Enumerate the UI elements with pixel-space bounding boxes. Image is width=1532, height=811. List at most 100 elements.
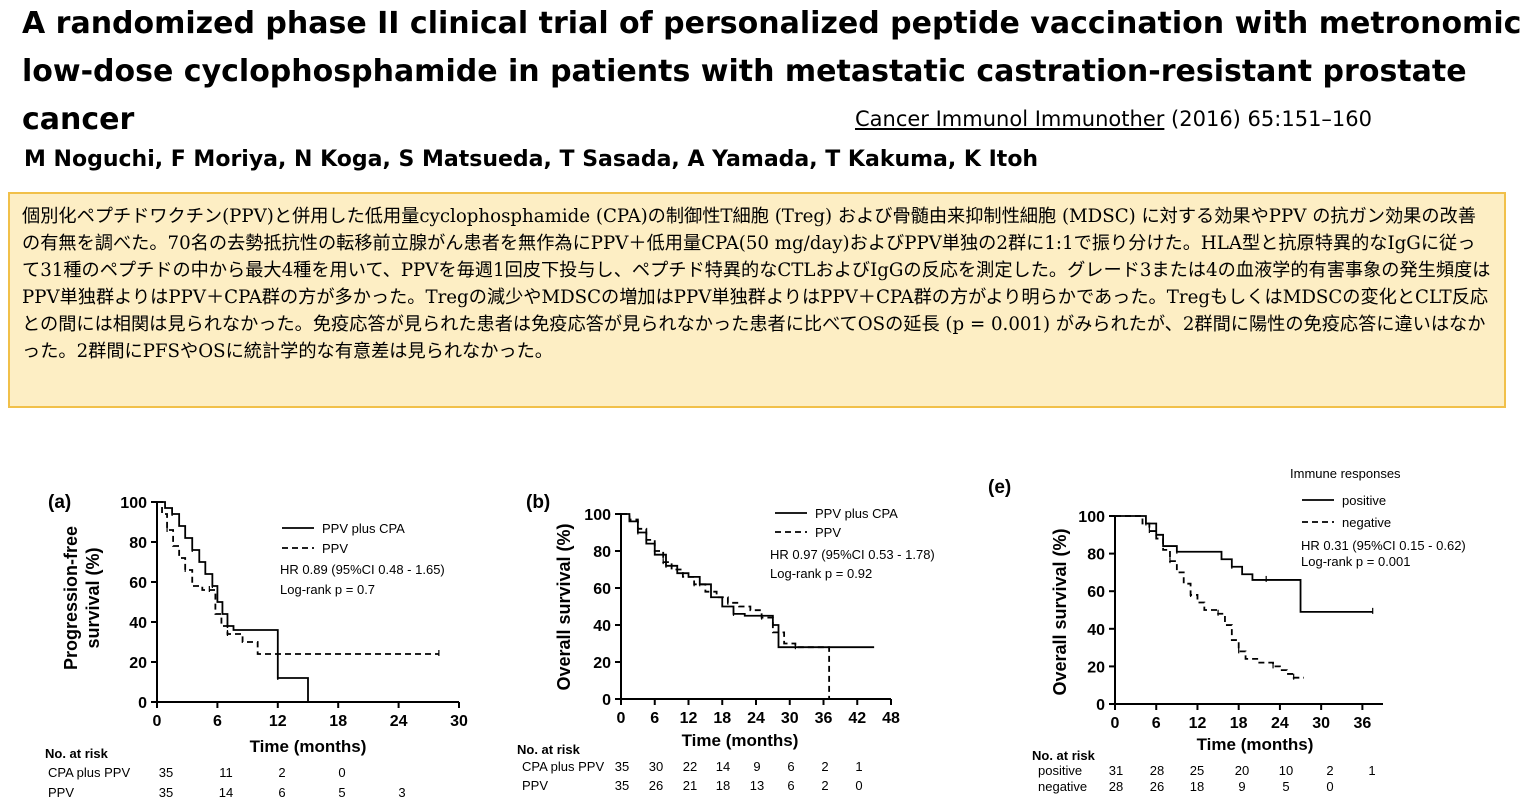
risk-count: 9	[1238, 779, 1245, 794]
legend-label: PPV	[815, 525, 841, 540]
risk-count: 26	[1150, 779, 1164, 794]
y-tick-label: 0	[1096, 697, 1105, 714]
x-tick-label: 12	[1189, 715, 1207, 732]
x-tick-label: 0	[617, 710, 626, 727]
risk-count: 5	[1282, 779, 1289, 794]
risk-count: 0	[338, 765, 345, 780]
citation-volume: (2016) 65:151–160	[1164, 107, 1373, 131]
risk-count: 20	[1235, 763, 1249, 778]
legend-label: negative	[1342, 515, 1391, 530]
y-tick-label: 40	[593, 618, 611, 635]
x-tick-label: 24	[390, 713, 408, 730]
x-tick-label: 0	[153, 713, 162, 730]
stat-annotation: HR 0.31 (95%CI 0.15 - 0.62)	[1301, 538, 1466, 553]
series-line-solid	[157, 501, 309, 702]
risk-row-label: PPV	[522, 778, 548, 793]
risk-count: 9	[753, 759, 760, 774]
x-tick-label: 12	[680, 710, 698, 727]
y-axis-title: Overall survival (%)	[1050, 528, 1070, 695]
y-tick-label: 100	[584, 507, 611, 524]
risk-count: 35	[159, 785, 173, 800]
y-tick-label: 40	[129, 615, 147, 632]
y-tick-label: 20	[593, 655, 611, 672]
risk-count: 2	[821, 778, 828, 793]
risk-count: 30	[649, 759, 663, 774]
x-tick-label: 36	[1353, 715, 1371, 732]
x-tick-label: 18	[1230, 715, 1248, 732]
x-tick-label: 18	[713, 710, 731, 727]
y-tick-label: 80	[593, 544, 611, 561]
x-tick-label: 24	[1271, 715, 1289, 732]
x-tick-label: 12	[269, 713, 287, 730]
x-axis-title: Time (months)	[250, 737, 367, 756]
y-tick-label: 0	[138, 695, 147, 712]
risk-count: 31	[1109, 763, 1123, 778]
summary-box: 個別化ペプチドワクチン(PPV)と併用した低用量cyclophosphamide…	[8, 192, 1506, 408]
x-tick-label: 18	[329, 713, 347, 730]
risk-count: 26	[649, 778, 663, 793]
author-list: M Noguchi, F Moriya, N Koga, S Matsueda,…	[24, 147, 1039, 172]
y-tick-label: 100	[1078, 509, 1105, 526]
y-tick-label: 20	[1087, 659, 1105, 676]
y-axis-title-line: Progression-free	[61, 526, 81, 670]
risk-count: 0	[855, 778, 862, 793]
risk-table-title: No. at risk	[45, 746, 109, 761]
x-tick-label: 6	[650, 710, 659, 727]
risk-count: 35	[615, 778, 629, 793]
series-line-dashed	[1115, 515, 1304, 679]
risk-count: 21	[683, 778, 697, 793]
risk-count: 35	[159, 765, 173, 780]
risk-count: 5	[338, 785, 345, 800]
risk-count: 28	[1150, 763, 1164, 778]
x-tick-label: 6	[213, 713, 222, 730]
y-tick-label: 60	[129, 575, 147, 592]
y-axis-title: Progression-freesurvival (%)	[61, 526, 103, 670]
y-tick-label: 80	[1087, 547, 1105, 564]
risk-row-label: CPA plus PPV	[48, 765, 130, 780]
y-tick-label: 40	[1087, 622, 1105, 639]
risk-count: 28	[1109, 779, 1123, 794]
x-tick-label: 30	[450, 713, 468, 730]
y-tick-label: 60	[593, 581, 611, 598]
risk-count: 13	[750, 778, 764, 793]
x-tick-label: 24	[747, 710, 765, 727]
risk-count: 2	[1326, 763, 1333, 778]
risk-table-title: No. at risk	[1032, 748, 1096, 763]
panel-label: (e)	[988, 477, 1011, 498]
series-line-dashed	[621, 513, 831, 699]
x-tick-label: 30	[781, 710, 799, 727]
y-tick-label: 80	[129, 535, 147, 552]
risk-row-label: CPA plus PPV	[522, 759, 604, 774]
risk-count: 6	[787, 778, 794, 793]
stat-annotation: Log-rank p = 0.001	[1301, 554, 1411, 569]
risk-count: 0	[1326, 779, 1333, 794]
y-tick-label: 0	[602, 692, 611, 709]
risk-count: 22	[683, 759, 697, 774]
series-line-dashed	[157, 501, 439, 655]
x-tick-label: 0	[1111, 715, 1120, 732]
legend-label: PPV plus CPA	[815, 506, 898, 521]
risk-count: 6	[278, 785, 285, 800]
risk-count: 18	[1190, 779, 1204, 794]
x-axis-title: Time (months)	[1197, 735, 1314, 754]
journal-name: Cancer Immunol Immunother	[855, 107, 1165, 131]
legend-label: positive	[1342, 493, 1386, 508]
x-tick-label: 42	[848, 710, 866, 727]
risk-count: 10	[1279, 763, 1293, 778]
panel-label: (a)	[48, 492, 71, 513]
paper-title: A randomized phase II clinical trial of …	[22, 6, 1522, 137]
citation: Cancer Immunol Immunother (2016) 65:151–…	[855, 104, 1372, 134]
risk-count: 35	[615, 759, 629, 774]
stat-annotation: Log-rank p = 0.92	[770, 566, 872, 581]
risk-row-label: PPV	[48, 785, 74, 800]
x-tick-label: 48	[882, 710, 900, 727]
x-axis-title: Time (months)	[682, 731, 799, 750]
x-tick-label: 30	[1312, 715, 1330, 732]
risk-count: 3	[398, 785, 405, 800]
risk-count: 11	[219, 765, 233, 780]
risk-table-title: No. at risk	[517, 742, 581, 757]
y-axis-title: Overall survival (%)	[554, 523, 574, 690]
